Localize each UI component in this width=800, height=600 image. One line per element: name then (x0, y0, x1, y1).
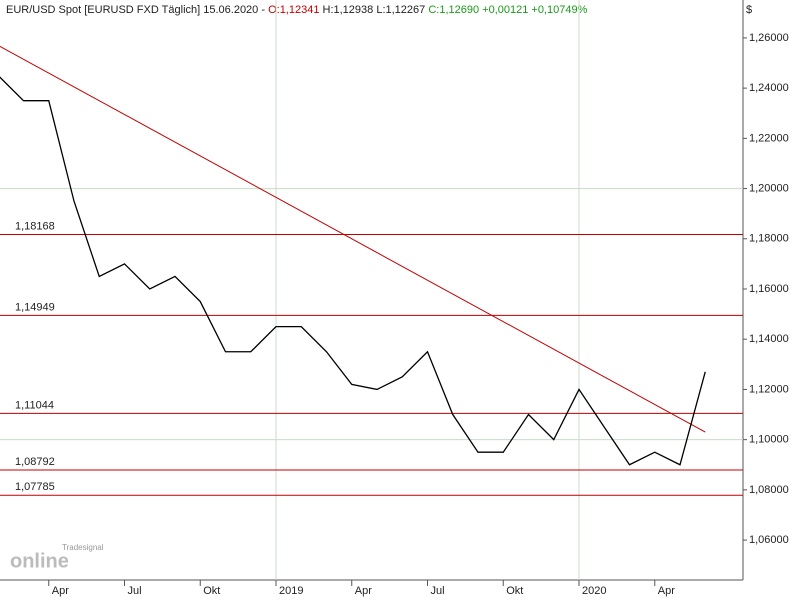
header-open: O:1,12341 (268, 4, 319, 16)
trendline (0, 45, 706, 433)
y-tick-label: 1,18000 (749, 233, 789, 245)
x-tick-label: Apr (52, 585, 69, 597)
logo-sub: online (10, 550, 69, 572)
y-tick-label: 1,20000 (749, 182, 789, 194)
y-tick-label: 1,08000 (749, 484, 789, 496)
y-tick-label: 1,14000 (749, 333, 789, 345)
x-tick-label: 2020 (582, 585, 606, 597)
header-high-low: H:1,12938 L:1,12267 (319, 4, 428, 16)
y-tick-label: 1,26000 (749, 32, 789, 44)
currency: $ (746, 4, 752, 16)
price-line (0, 76, 706, 466)
x-tick-label: Okt (506, 585, 523, 597)
x-tick-label: Okt (203, 585, 220, 597)
x-tick-label: Apr (658, 585, 675, 597)
y-tick-label: 1,12000 (749, 383, 789, 395)
level-label: 1,18168 (15, 220, 55, 232)
y-tick-label: 1,24000 (749, 82, 789, 94)
x-tick-label: Jul (128, 585, 142, 597)
logo: Tradesignal (62, 543, 104, 552)
level-label: 1,11044 (15, 399, 54, 411)
header: EUR/USD Spot [EURUSD FXD Täglich] 15.06.… (6, 4, 588, 16)
x-tick-label: 2019 (279, 585, 303, 597)
header-close: C:1,12690 +0,00121 +0,10749% (428, 4, 587, 16)
y-tick-label: 1,22000 (749, 132, 789, 144)
level-label: 1,14949 (15, 301, 55, 313)
header-instrument: EUR/USD Spot [EURUSD FXD Täglich] 15.06.… (6, 4, 268, 16)
y-tick-label: 1,16000 (749, 283, 789, 295)
y-tick-label: 1,06000 (749, 534, 789, 546)
x-tick-label: Apr (355, 585, 372, 597)
level-label: 1,08792 (15, 456, 55, 468)
level-label: 1,07785 (15, 481, 55, 493)
x-tick-label: Jul (431, 585, 445, 597)
y-tick-label: 1,10000 (749, 434, 789, 446)
